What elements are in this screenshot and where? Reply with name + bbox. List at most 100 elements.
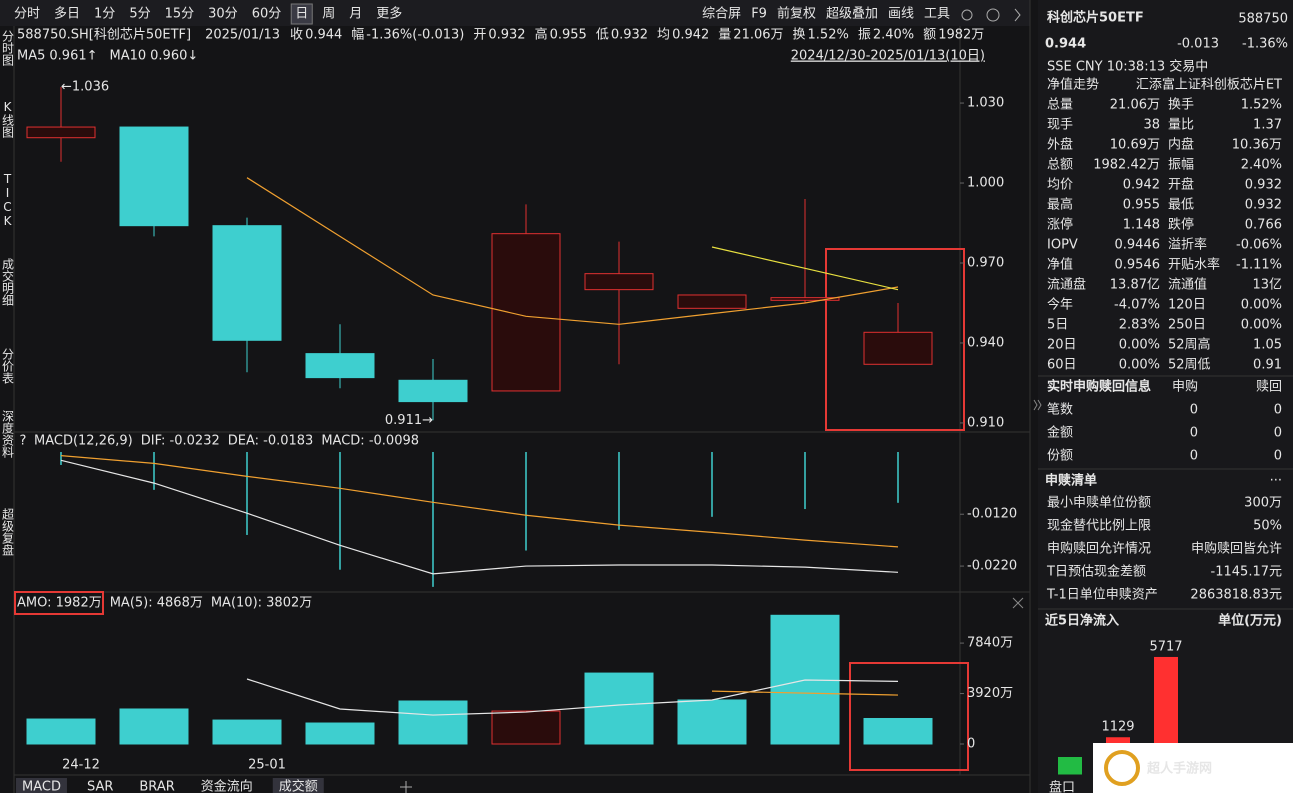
flow-label: 5717	[1149, 639, 1182, 654]
low-annotation: 0.911→	[385, 413, 433, 428]
settings-icon[interactable]	[961, 9, 973, 21]
quote-value: -0.06%	[1236, 238, 1282, 253]
quote-label: 最低	[1168, 198, 1194, 213]
bottom-tab[interactable]: 成交额	[279, 779, 318, 793]
quote-value: 0.766	[1245, 218, 1282, 233]
quote-value: 0.9446	[1115, 238, 1161, 253]
volume-legend: MA(10): 3802万	[211, 596, 312, 611]
bottom-tab[interactable]: BRAR	[139, 780, 174, 793]
quote-value: 0.942	[1123, 178, 1160, 193]
y-tick-label: 3920万	[967, 686, 1013, 701]
quote-value: 0	[1274, 403, 1282, 418]
quote-value: 0	[1190, 403, 1198, 418]
period-tab[interactable]: 60分	[252, 7, 282, 22]
more[interactable]: ···	[1270, 474, 1282, 489]
quote-value: 0.00%	[1119, 338, 1160, 353]
date-range[interactable]: 2024/12/30-2025/01/13(10日)	[791, 49, 985, 64]
side-tab[interactable]: TICK	[1, 172, 15, 228]
security-code: 588750.SH[科创芯片50ETF]	[17, 28, 191, 43]
close-icon[interactable]	[1012, 597, 1024, 609]
highlight-box	[825, 248, 965, 431]
quote-label: 250日	[1168, 318, 1206, 333]
quote-value: 21.06万	[1110, 98, 1160, 113]
side-bottom-tab[interactable]: 盘口	[1049, 780, 1075, 793]
date: 2025/01/13	[205, 28, 280, 43]
side-tab[interactable]: 成交明细	[1, 258, 15, 306]
quote-label: 笔数	[1047, 402, 1073, 418]
quote-label: 溢折率	[1168, 237, 1207, 253]
line	[711, 246, 899, 291]
help-icon[interactable]: ?	[20, 434, 27, 449]
highlight-box	[14, 591, 104, 615]
quote-value: 0	[1274, 426, 1282, 441]
watermark: 超人手游网	[1147, 761, 1212, 777]
period-tab[interactable]: 1分	[94, 7, 115, 22]
side-tab[interactable]: K线图	[1, 100, 15, 138]
quote-value: 10.36万	[1232, 138, 1282, 153]
side-tab[interactable]: 超级复盘	[1, 507, 15, 556]
quote-value: 38	[1143, 118, 1160, 133]
collapse-icon[interactable]	[1033, 399, 1042, 411]
tab-bg	[272, 778, 324, 793]
quote-label: 今年	[1047, 297, 1073, 313]
arrow-icon[interactable]	[1014, 8, 1021, 22]
tool-button[interactable]: F9	[751, 7, 767, 22]
tool-button[interactable]: 画线	[888, 7, 914, 22]
tool-button[interactable]: 超级叠加	[826, 7, 878, 22]
candle-body	[491, 233, 561, 392]
period-tab[interactable]: 30分	[208, 7, 238, 22]
info-value: 0.932	[488, 28, 525, 43]
candle-body	[398, 379, 468, 403]
info-value: 0.942	[672, 28, 709, 43]
y-tick-label: 0	[967, 737, 975, 752]
quote-label: 20日	[1047, 338, 1077, 353]
quote-value: 13.87亿	[1110, 278, 1160, 293]
list-value: 50%	[1253, 519, 1282, 534]
candle-body	[677, 294, 747, 309]
side-tab[interactable]: 深度资料	[1, 410, 15, 458]
side-tab[interactable]: 分时图	[1, 30, 15, 66]
line	[246, 177, 899, 325]
list-label: 现金替代比例上限	[1047, 518, 1151, 534]
bottom-tab[interactable]: SAR	[87, 780, 113, 793]
quote-label: 120日	[1168, 298, 1206, 313]
period-tab[interactable]: 月	[349, 7, 362, 22]
period-tab[interactable]: 更多	[376, 6, 402, 22]
period-tab[interactable]: 日	[295, 7, 308, 22]
volume-bar	[119, 708, 189, 745]
tool-button[interactable]: 综合屏	[702, 7, 741, 22]
content: 分时 多日 1分 5分 15分 30分 60分日周月更多 工具画线超级叠加前复权 F9 综合屏分时…	[1, 3, 1293, 793]
flow-unit: 单位(万元)	[1218, 613, 1282, 629]
quote-label: 振幅	[1168, 158, 1194, 173]
bottom-tab[interactable]: MACD	[22, 780, 61, 793]
info-value: 1.52%	[808, 28, 849, 43]
quote-label: 开贴水率	[1168, 257, 1220, 273]
quote-value: 0.955	[1123, 198, 1160, 213]
candle-body	[584, 273, 654, 291]
info-value: 0.955	[550, 28, 587, 43]
quote-value: 0.00%	[1241, 318, 1282, 333]
ma-label: MA5	[17, 49, 45, 64]
macd-legend: DEA: -0.0183	[228, 434, 314, 449]
quote-value: 10.69万	[1110, 138, 1160, 153]
y-tick-label: -0.0220	[967, 559, 1017, 574]
quote-label: 涨停	[1047, 217, 1073, 233]
bottom-tab[interactable]: 资金流向	[201, 779, 253, 793]
list-value: -1145.17元	[1211, 565, 1282, 580]
info-label: 开	[473, 28, 486, 43]
period-tab[interactable]: 分时	[14, 7, 40, 22]
help-icon[interactable]	[986, 8, 1000, 22]
tool-button[interactable]: 前复权	[777, 6, 816, 22]
quote-label: 60日	[1047, 358, 1077, 373]
period-tab[interactable]: 15分	[165, 7, 195, 22]
price: 0.944	[1045, 37, 1086, 52]
quote-label: 现手	[1047, 118, 1073, 133]
period-tab[interactable]: 周	[322, 7, 335, 22]
quote-value: -4.07%	[1114, 298, 1160, 313]
period-tab[interactable]: 5分	[129, 7, 150, 22]
period-tab[interactable]: 多日	[54, 6, 80, 22]
tool-button[interactable]: 工具	[924, 7, 950, 22]
side-tab[interactable]: 分价表	[1, 348, 15, 384]
quote-value: 0.9546	[1115, 258, 1161, 273]
add-tab-icon[interactable]	[400, 781, 412, 793]
